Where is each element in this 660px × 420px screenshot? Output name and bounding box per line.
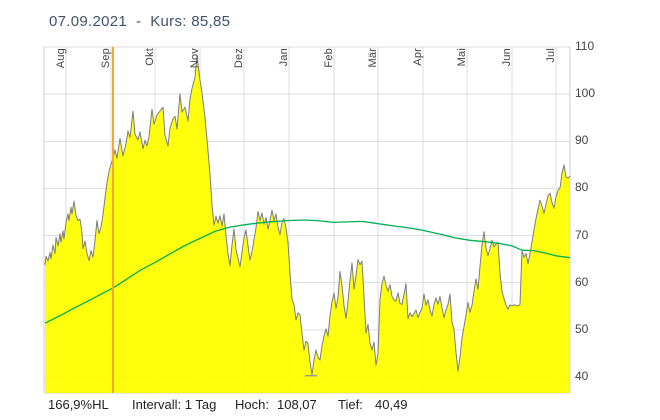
y-axis-label-40: 40 [575,368,589,383]
high-value: 108,07 [277,397,317,412]
y-axis-label-70: 70 [575,227,589,242]
kurs-line [44,55,571,376]
y-axis-label-80: 80 [575,180,589,195]
x-axis-label-dez: Dez [233,48,245,69]
x-axis-label-jun: Jun [501,48,513,67]
interval-label: Intervall: 1 Tag [132,397,217,412]
x-axis-label-apr: Apr [412,48,424,66]
kurs-area-fill [45,56,570,393]
low-value: 40,49 [375,397,408,412]
x-axis-label-okt: Okt [144,48,156,66]
x-axis-label-jul: Jul [545,48,557,63]
x-axis-label-mär: Mär [367,48,379,68]
y-axis-label-110: 110 [575,39,595,53]
x-axis-label-aug: Aug [55,48,67,69]
y-axis-label-100: 100 [575,86,596,101]
y-axis-label-90: 90 [575,133,589,148]
x-axis-label-nov: Nov [189,48,201,69]
low-label: Tief: [338,397,363,412]
range-percent-label: 166,9%HL [48,397,109,412]
status-bar: 166,9%HL Intervall: 1 Tag Hoch: 108,07 T… [0,397,660,417]
x-axis-label-jan: Jan [278,48,290,67]
x-axis-label-mai: Mai [456,48,468,67]
moving-average-line [44,219,571,324]
chart-date-kurs-title: 07.09.2021 - Kurs: 85,85 [49,13,231,30]
x-axis-label-sep: Sep [100,48,112,69]
y-axis-label-60: 60 [575,274,589,289]
x-axis-label-feb: Feb [323,48,335,68]
y-axis-label-50: 50 [575,321,589,336]
high-label: Hoch: [235,397,269,412]
